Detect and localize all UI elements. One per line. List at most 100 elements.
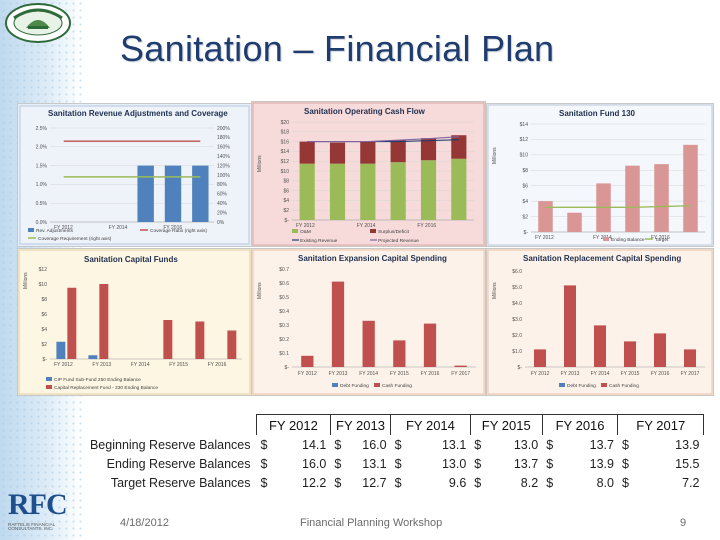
sanitation-fund-panel: Sanitation Fund 130 Millions $14 $12 $10 $8… — [486, 103, 714, 247]
y-tick-label: $16 — [281, 139, 290, 145]
legend-surplus: Surplus/Deficit — [378, 229, 410, 235]
y-tick-label: 2.5% — [36, 126, 48, 132]
legend-swatch-debt-funding-exp — [332, 383, 338, 387]
x-tick-label: FY 2013 — [92, 362, 111, 368]
currency-sign: $ — [546, 456, 554, 471]
y-tick-label: $10 — [281, 169, 290, 175]
y-tick-label: $0.6 — [279, 281, 289, 287]
y-right-tick-label: 160% — [217, 145, 230, 151]
y-tick-label: $3.0 — [512, 317, 522, 323]
replacement-capital-chart: Sanitation Replacement Capital Spending … — [487, 249, 713, 395]
y-tick-label: $8 — [522, 168, 528, 174]
bar-ending-balance — [625, 165, 640, 232]
table-cell: 12.2 — [302, 475, 327, 490]
expansion-capital-panel: Sanitation Expansion Capital Spending Mi… — [251, 248, 486, 396]
operating-cash-flow-title: Sanitation Operating Cash Flow — [304, 107, 426, 116]
operating-cash-flow-panel: Sanitation Operating Cash Flow Millions … — [251, 101, 486, 247]
table-cell: 13.7 — [589, 437, 614, 452]
currency-sign: $ — [260, 456, 268, 471]
col-fy2015: FY 2015 — [469, 414, 543, 435]
x-tick-label: FY 2012 — [54, 362, 73, 368]
y-tick-label: 0.0% — [36, 220, 48, 226]
y-tick-label: $- — [285, 218, 290, 224]
y-tick-label: $8 — [41, 297, 47, 303]
legend-cash-funding-exp: Cash Funding — [382, 383, 412, 389]
y-tick-label: $- — [524, 230, 529, 236]
bar-cash-funding — [684, 349, 696, 367]
table-row: Beginning Reserve Balances $14.1 $16.0 $… — [80, 435, 704, 454]
y-tick-label: $14 — [520, 122, 529, 128]
operating-cash-flow-chart: Sanitation Operating Cash Flow Millions … — [252, 102, 485, 246]
revenue-adjustments-panel: Sanitation Revenue Adjustments and Cover… — [17, 103, 252, 247]
bar-surplus-deficit — [299, 141, 315, 164]
row-label: Ending Reserve Balances — [106, 456, 251, 471]
x-tick-label: FY 2016 — [163, 225, 182, 231]
sanitation-fund-chart: Sanitation Fund 130 Millions $14 $12 $10 $8… — [487, 104, 713, 246]
x-tick-label: FY 2016 — [651, 235, 670, 241]
table-cell: 13.1 — [441, 437, 467, 452]
replacement-capital-title: Sanitation Replacement Capital Spending — [523, 254, 681, 263]
replacement-ylabel: Millions — [492, 282, 498, 299]
y-tick-label: $2 — [41, 342, 47, 348]
y-right-tick-label: 140% — [217, 154, 230, 160]
y-tick-label: $0.5 — [279, 295, 289, 301]
currency-sign: $ — [474, 475, 482, 490]
currency-sign: $ — [474, 437, 482, 452]
bar-cash-funding — [454, 365, 467, 367]
table-cell: 12.7 — [362, 475, 387, 490]
bar-om — [360, 163, 376, 220]
y-tick-label: 1.0% — [36, 182, 48, 188]
table-cell: 16.0 — [362, 437, 387, 452]
slide-title: Sanitation – Financial Plan — [120, 28, 555, 69]
legend-swatch-surplus — [370, 229, 376, 233]
svg-text:RAFTELIS FINANCIAL: RAFTELIS FINANCIAL — [8, 522, 56, 527]
row-label: Beginning Reserve Balances — [89, 437, 251, 452]
x-tick-label: FY 2014 — [593, 235, 612, 241]
bar-cash-funding — [423, 323, 437, 367]
expansion-ylabel: Millions — [257, 282, 263, 299]
revenue-adjustments-title: Sanitation Revenue Adjustments and Cover… — [48, 109, 228, 118]
bar-cash-funding — [564, 285, 576, 367]
currency-sign: $ — [621, 437, 629, 452]
table-cell: 13.9 — [589, 456, 614, 471]
x-tick-label: FY 2014 — [359, 371, 378, 377]
bar-rev-adjustment — [164, 165, 182, 222]
capital-funds-title: Sanitation Capital Funds — [84, 255, 178, 264]
x-tick-label: FY 2014 — [109, 225, 128, 231]
legend-debt-funding-exp: Debt Funding — [340, 383, 369, 389]
bar-ending-balance — [538, 201, 553, 232]
bar-surplus-deficit — [329, 142, 346, 164]
y-tick-label: $0.1 — [279, 351, 289, 357]
bar-surplus-deficit — [360, 141, 376, 164]
currency-sign: $ — [334, 437, 342, 452]
x-tick-label: FY 2016 — [651, 371, 670, 377]
bar-capital-replacement — [99, 284, 109, 359]
x-tick-label: FY 2012 — [535, 235, 554, 241]
y-tick-label: $0.4 — [279, 309, 289, 315]
x-tick-label: FY 2012 — [531, 371, 550, 377]
y-tick-label: $- — [518, 365, 523, 371]
legend-swatch-ending-balance — [603, 237, 609, 241]
y-tick-label: $10 — [39, 282, 48, 288]
ocf-ylabel: Millions — [257, 155, 263, 172]
x-tick-label: FY 2015 — [621, 371, 640, 377]
expansion-capital-title: Sanitation Expansion Capital Spending — [298, 254, 447, 263]
legend-ending-balance: Ending Balance — [611, 237, 645, 243]
y-tick-label: $2 — [283, 208, 289, 214]
x-tick-label: FY 2012 — [54, 225, 73, 231]
legend-target: Target — [655, 237, 669, 243]
y-tick-label: 1.5% — [36, 163, 48, 169]
col-fy2017: FY 2017 — [617, 414, 704, 435]
y-tick-label: $4 — [283, 198, 289, 204]
table-cell: 13.7 — [513, 456, 539, 471]
y-right-tick-label: 0% — [217, 220, 225, 226]
legend-swatch-om — [292, 229, 298, 233]
y-tick-label: $8 — [283, 179, 289, 185]
x-tick-label: FY 2016 — [208, 362, 227, 368]
table-cell: 13.1 — [362, 456, 387, 471]
legend-projected-revenue: Projected Revenue — [378, 238, 419, 244]
x-tick-label: FY 2014 — [591, 371, 610, 377]
x-tick-label: FY 2015 — [169, 362, 188, 368]
x-tick-label: FY 2013 — [329, 371, 348, 377]
capital-funds-ylabel: Millions — [23, 272, 29, 289]
